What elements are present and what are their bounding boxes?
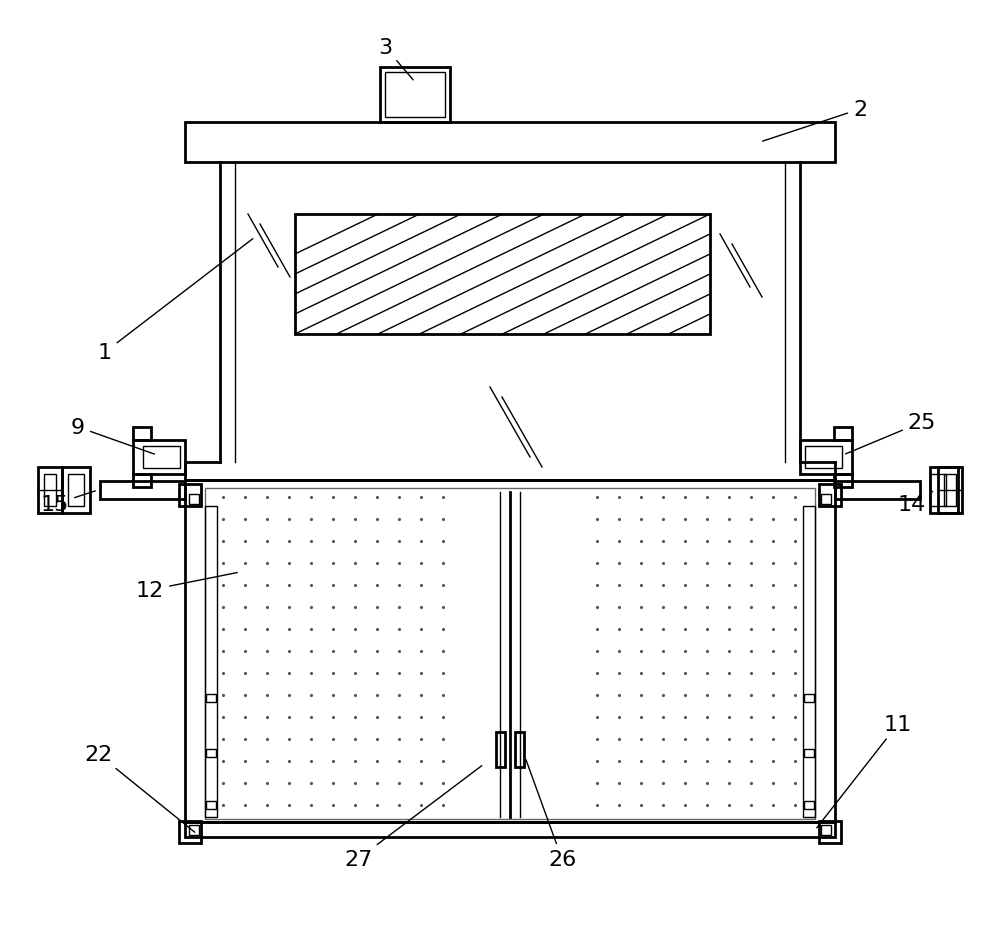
Bar bbox=[803, 506, 815, 817]
Bar bbox=[821, 494, 831, 505]
Bar bbox=[133, 474, 151, 487]
Text: 9: 9 bbox=[71, 418, 154, 455]
Bar bbox=[944, 474, 956, 506]
Text: 3: 3 bbox=[378, 38, 413, 81]
Bar bbox=[133, 427, 151, 441]
Bar bbox=[189, 825, 199, 835]
Bar bbox=[185, 481, 835, 823]
Text: 1: 1 bbox=[98, 240, 253, 363]
Bar bbox=[834, 474, 852, 487]
Bar bbox=[835, 482, 920, 500]
Bar bbox=[179, 485, 201, 506]
Bar bbox=[206, 749, 216, 757]
Bar bbox=[496, 732, 505, 767]
Bar bbox=[205, 506, 217, 817]
Bar bbox=[930, 474, 946, 506]
Bar bbox=[62, 467, 90, 513]
Text: 26: 26 bbox=[526, 760, 576, 869]
Bar bbox=[44, 474, 56, 506]
Bar bbox=[133, 441, 185, 474]
Bar bbox=[68, 474, 84, 506]
Text: 14: 14 bbox=[898, 492, 933, 514]
Bar bbox=[930, 467, 958, 513]
Bar bbox=[143, 446, 180, 468]
Bar bbox=[821, 825, 831, 835]
Bar bbox=[819, 485, 841, 506]
Bar bbox=[385, 73, 445, 118]
Text: 2: 2 bbox=[763, 100, 867, 142]
Bar bbox=[380, 68, 450, 123]
Text: 27: 27 bbox=[344, 765, 482, 869]
Text: 15: 15 bbox=[41, 491, 95, 514]
Bar bbox=[804, 694, 814, 703]
Bar bbox=[800, 441, 852, 474]
Bar bbox=[38, 467, 62, 513]
Bar bbox=[819, 822, 841, 843]
Bar bbox=[100, 482, 185, 500]
Bar bbox=[185, 823, 835, 837]
Bar bbox=[805, 446, 842, 468]
Text: 12: 12 bbox=[136, 573, 237, 601]
Bar bbox=[938, 467, 962, 513]
Bar bbox=[205, 488, 815, 819]
Bar bbox=[804, 802, 814, 809]
Bar bbox=[295, 215, 710, 335]
Bar bbox=[185, 123, 835, 163]
Bar bbox=[834, 427, 852, 441]
Bar bbox=[189, 494, 199, 505]
Text: 11: 11 bbox=[817, 714, 912, 828]
Text: 25: 25 bbox=[846, 412, 936, 454]
Bar bbox=[206, 802, 216, 809]
Text: 22: 22 bbox=[84, 744, 195, 832]
Bar bbox=[179, 822, 201, 843]
Bar bbox=[804, 749, 814, 757]
Bar bbox=[515, 732, 524, 767]
Bar bbox=[206, 694, 216, 703]
